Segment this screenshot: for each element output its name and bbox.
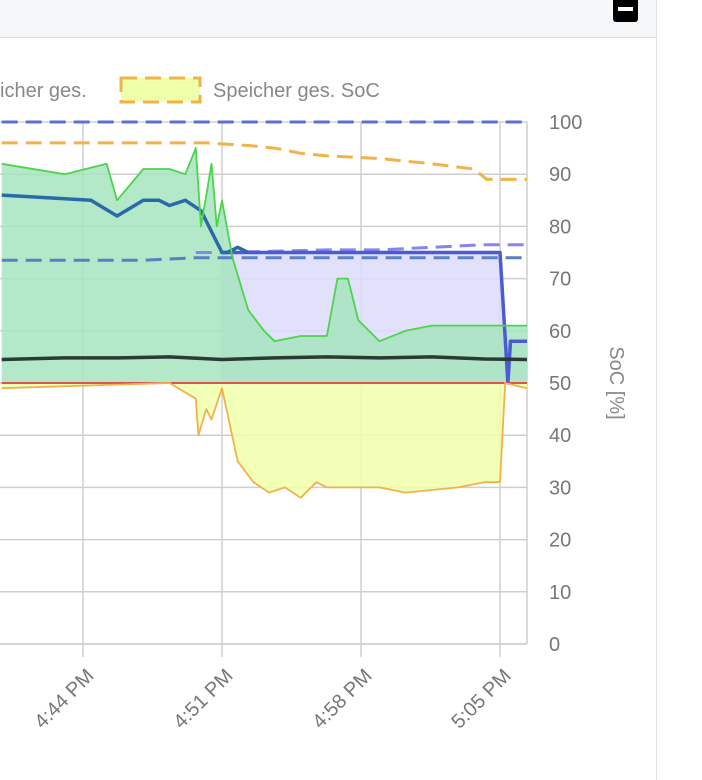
- series-line-5: [1, 193, 249, 255]
- y-tick-label: 80: [549, 216, 571, 238]
- x-tick-label: 4:58 PM: [308, 665, 376, 733]
- series-lines: [1, 120, 528, 499]
- y-axis-title: SoC [%]: [605, 346, 627, 419]
- collapse-button[interactable]: [613, 0, 638, 22]
- minus-icon: [618, 7, 633, 11]
- y-tick-label: 60: [549, 321, 571, 343]
- x-tick-label: 5:05 PM: [447, 665, 515, 733]
- legend-item-speicher-soc[interactable]: Speicher ges. SoC: [213, 80, 380, 102]
- y-tick-label: 40: [549, 425, 571, 447]
- series-line-0: [1, 141, 527, 181]
- y-tick-label: 0: [549, 634, 560, 656]
- x-tick-label: 4:44 PM: [30, 665, 98, 733]
- y-tick-label: 30: [549, 477, 571, 499]
- card-header: [0, 0, 656, 38]
- legend-swatch-soc: [119, 76, 202, 104]
- series-line-9: [1, 382, 528, 499]
- y-tick-label: 10: [549, 582, 571, 604]
- series-line-6: [1, 147, 527, 343]
- legend-item-speicher[interactable]: icher ges.: [0, 80, 87, 102]
- series-line-7: [1, 355, 528, 362]
- card-edge: [656, 0, 657, 780]
- legend: icher ges. Speicher ges. SoC: [0, 76, 380, 104]
- y-tick-label: 100: [549, 112, 582, 134]
- series-area-9: [1, 383, 527, 498]
- y-tick-label: 90: [549, 164, 571, 186]
- y-tick-label: 50: [549, 373, 571, 395]
- y-tick-label: 70: [549, 269, 571, 291]
- x-tick-label: 4:51 PM: [169, 665, 237, 733]
- y-tick-label: 20: [549, 530, 571, 552]
